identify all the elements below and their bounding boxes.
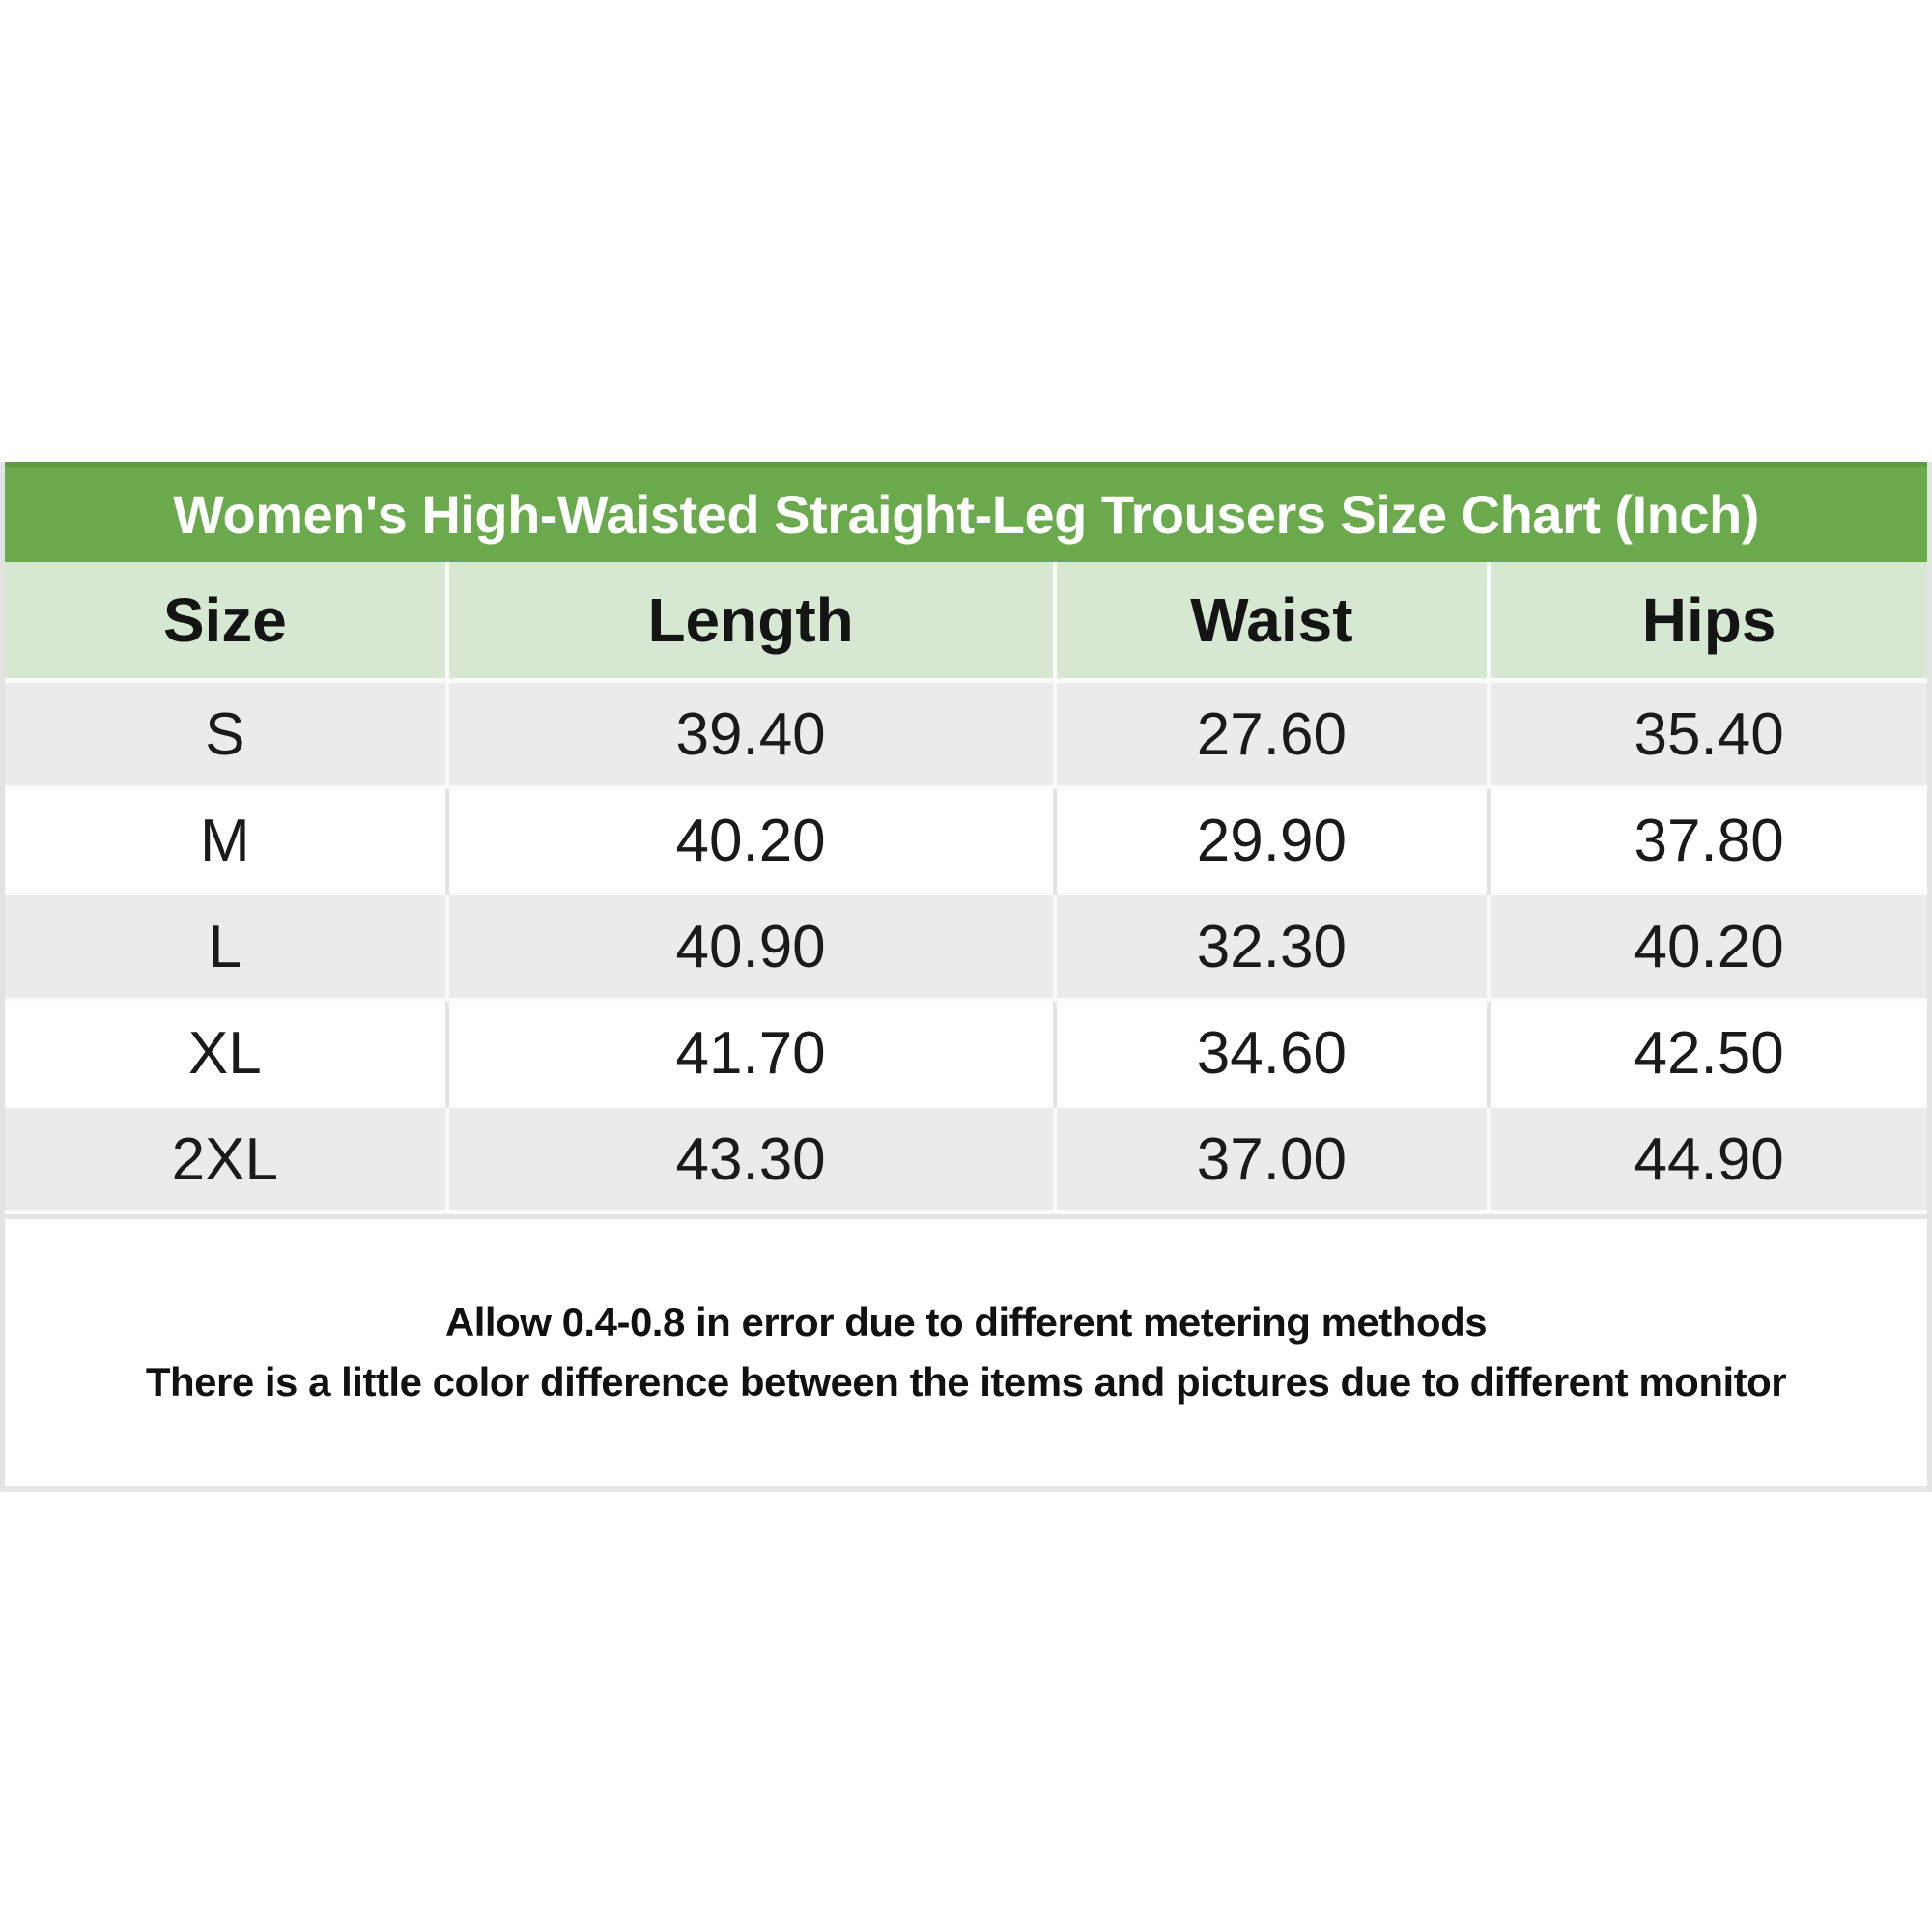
column-header-size: Size	[5, 562, 447, 683]
chart-title-bar: Women's High-Waisted Straight-Leg Trouse…	[5, 462, 1927, 562]
cell-size: S	[5, 678, 447, 789]
cell-length: 40.20	[444, 787, 1055, 894]
table-row-l: L 40.90 32.30 40.20	[5, 892, 1927, 1002]
table-row-xl: XL 41.70 34.60 42.50	[5, 1000, 1927, 1106]
size-table: Size Length Waist Hips S 39.40 27.60 35.…	[5, 562, 1927, 1214]
cell-length: 43.30	[444, 1104, 1055, 1214]
cell-size: 2XL	[5, 1104, 447, 1214]
column-header-waist: Waist	[1052, 562, 1490, 683]
cell-size: XL	[5, 1000, 447, 1106]
cell-waist: 32.30	[1052, 892, 1490, 1002]
cell-waist: 27.60	[1052, 678, 1490, 789]
cell-size: M	[5, 787, 447, 894]
cell-length: 40.90	[444, 892, 1055, 1002]
cell-hips: 42.50	[1487, 1000, 1927, 1106]
note-line-1: Allow 0.4-0.8 in error due to different …	[444, 1299, 1488, 1345]
cell-waist: 34.60	[1052, 1000, 1490, 1106]
chart-title: Women's High-Waisted Straight-Leg Trouse…	[173, 484, 1759, 545]
cell-waist: 37.00	[1052, 1104, 1490, 1214]
column-header-hips: Hips	[1487, 562, 1927, 683]
table-header-row: Size Length Waist Hips	[5, 562, 1927, 683]
cell-hips: 37.80	[1487, 787, 1927, 894]
cell-hips: 40.20	[1487, 892, 1927, 1002]
cell-size: L	[5, 892, 447, 1002]
cell-hips: 44.90	[1487, 1104, 1927, 1214]
table-row-m: M 40.20 29.90 37.80	[5, 787, 1927, 894]
cell-length: 39.40	[444, 678, 1055, 789]
cell-length: 41.70	[444, 1000, 1055, 1106]
table-row-s: S 39.40 27.60 35.40	[5, 678, 1927, 789]
footnote-block: Allow 0.4-0.8 in error due to different …	[5, 1214, 1927, 1486]
column-header-length: Length	[444, 562, 1055, 683]
cell-hips: 35.40	[1487, 678, 1927, 789]
table-row-2xl: 2XL 43.30 37.00 44.90	[5, 1104, 1927, 1214]
cell-waist: 29.90	[1052, 787, 1490, 894]
note-line-2: There is a little color difference betwe…	[145, 1359, 1787, 1405]
size-chart-table: Women's High-Waisted Straight-Leg Trouse…	[0, 462, 1932, 1492]
